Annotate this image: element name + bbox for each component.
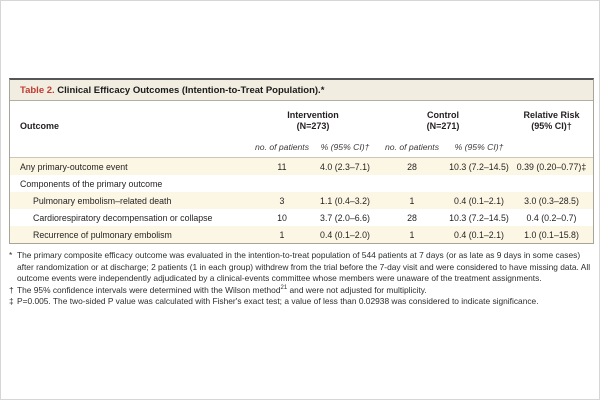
clinical-efficacy-table: Table 2. Clinical Efficacy Outcomes (Int… [9,78,594,244]
cell-ctrl-pct: 10.3 (7.2–14.5) [449,161,509,172]
footnote-text: The primary composite efficacy outcome w… [17,250,591,284]
cell-relative-risk: 1.0 (0.1–15.8) [524,229,579,240]
column-header-control: Control (N=271) [376,110,510,132]
row-label: Any primary-outcome event [20,161,128,172]
table-row-any-primary-outcome: Any primary-outcome event 11 4.0 (2.3–7.… [10,158,593,175]
subheader-int-no-of-patients: no. of patients [255,142,309,152]
table-title: Table 2. Clinical Efficacy Outcomes (Int… [10,80,593,101]
cell-int-pct: 1.1 (0.4–3.2) [320,195,370,206]
footnote-asterisk: * The primary composite efficacy outcome… [9,250,594,285]
cell-ctrl-pct: 10.3 (7.2–14.5) [449,212,509,223]
table-row-components-section: Components of the primary outcome [10,175,593,192]
cell-ctrl-pct: 0.4 (0.1–2.1) [454,229,504,240]
table-subheader-row: no. of patients % (95% CI)† no. of patie… [10,132,593,158]
subheader-ctrl-percent-ci: % (95% CI)† [454,142,504,152]
footnote-symbol: † [9,284,14,295]
table-title-text: Clinical Efficacy Outcomes (Intention-to… [54,85,325,96]
cell-ctrl-n: 28 [407,212,417,223]
cell-int-pct: 3.7 (2.0–6.6) [320,212,370,223]
footnote-dagger: † The 95% confidence intervals were dete… [9,285,594,297]
footnote-symbol: ‡ [9,296,14,307]
table-row-recurrence-pe: Recurrence of pulmonary embolism 1 0.4 (… [10,226,593,243]
cell-relative-risk: 3.0 (0.3–28.5) [524,195,579,206]
row-label: Recurrence of pulmonary embolism [33,229,172,240]
table-row-cardiorespiratory: Cardiorespiratory decompensation or coll… [10,209,593,226]
footnote-double-dagger: ‡ P=0.005. The two-sided P value was cal… [9,296,594,308]
subheader-int-percent-ci: % (95% CI)† [320,142,370,152]
column-header-outcome: Outcome [20,121,60,131]
control-label: Control [427,110,459,120]
cell-int-n: 3 [279,195,285,206]
subheader-ctrl-no-of-patients: no. of patients [385,142,439,152]
row-label: Cardiorespiratory decompensation or coll… [33,212,213,223]
row-label: Components of the primary outcome [20,178,163,189]
relative-risk-ci: (95% CI)† [531,120,572,131]
footnote-symbol: * [9,250,13,260]
cell-ctrl-n: 28 [407,161,417,172]
cell-ctrl-n: 1 [409,229,415,240]
footnote-text: The 95% confidence intervals were determ… [17,285,594,297]
table-group-header-row: Outcome Intervention (N=273) Control (N=… [10,101,593,132]
cell-int-n: 11 [277,161,287,172]
row-label: Pulmonary embolism–related death [33,195,172,206]
intervention-label: Intervention [287,110,339,120]
cell-ctrl-pct: 0.4 (0.1–2.1) [454,195,504,206]
table-footnotes: * The primary composite efficacy outcome… [9,250,594,308]
reference-superscript: 21 [280,284,288,291]
cell-int-pct: 0.4 (0.1–2.0) [320,229,370,240]
table-row-pe-related-death: Pulmonary embolism–related death 3 1.1 (… [10,192,593,209]
column-header-relative-risk: Relative Risk (95% CI)† [510,110,593,132]
table-number-label: Table 2. [20,85,55,96]
relative-risk-label: Relative Risk [523,110,580,120]
cell-ctrl-n: 1 [409,195,415,206]
cell-int-n: 1 [279,229,285,240]
control-n: (N=271) [426,120,460,131]
intervention-n: (N=273) [296,120,330,131]
footnote-text: P=0.005. The two-sided P value was calcu… [17,296,539,307]
column-header-intervention: Intervention (N=273) [250,110,376,132]
footnote-text-post: and were not adjusted for multiplicity. [287,284,427,295]
cell-relative-risk: 0.39 (0.20–0.77)‡ [516,161,587,172]
cell-int-n: 10 [277,212,287,223]
cell-int-pct: 4.0 (2.3–7.1) [320,161,370,172]
footnote-text-pre: The 95% confidence intervals were determ… [17,284,281,295]
cell-relative-risk: 0.4 (0.2–0.7) [526,212,577,223]
